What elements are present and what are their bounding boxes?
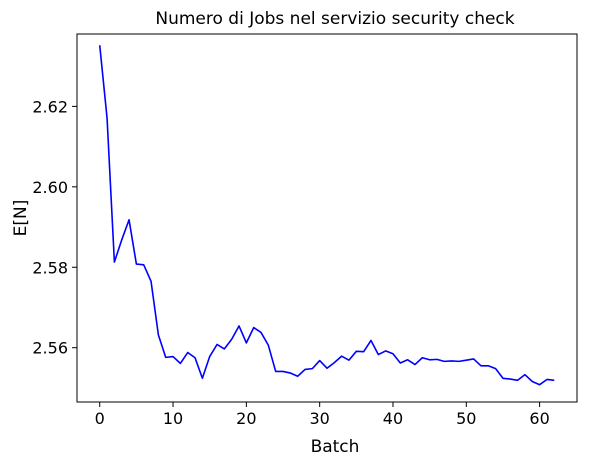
y-axis-label: E[N] <box>11 200 31 237</box>
chart-title: Numero di Jobs nel servizio security che… <box>155 9 514 29</box>
y-tick-label: 2.62 <box>32 97 68 116</box>
x-tick-label: 40 <box>383 409 403 428</box>
axes-frame <box>76 33 578 403</box>
x-tick-label: 30 <box>309 409 329 428</box>
y-tick-label: 2.56 <box>32 339 68 358</box>
x-axis-label: Batch <box>311 437 360 457</box>
series-line-0 <box>98 45 555 386</box>
x-tick-label: 10 <box>163 409 183 428</box>
x-tick-label: 0 <box>95 409 105 428</box>
x-tick-label: 20 <box>236 409 256 428</box>
plot-area: 0 10 20 30 40 50 60 2.56 2.58 2.60 2.62 <box>32 33 578 428</box>
x-tick-label: 50 <box>456 409 476 428</box>
y-tick-label: 2.60 <box>32 178 68 197</box>
y-tick-label: 2.58 <box>32 258 68 277</box>
x-tick-label: 60 <box>529 409 549 428</box>
